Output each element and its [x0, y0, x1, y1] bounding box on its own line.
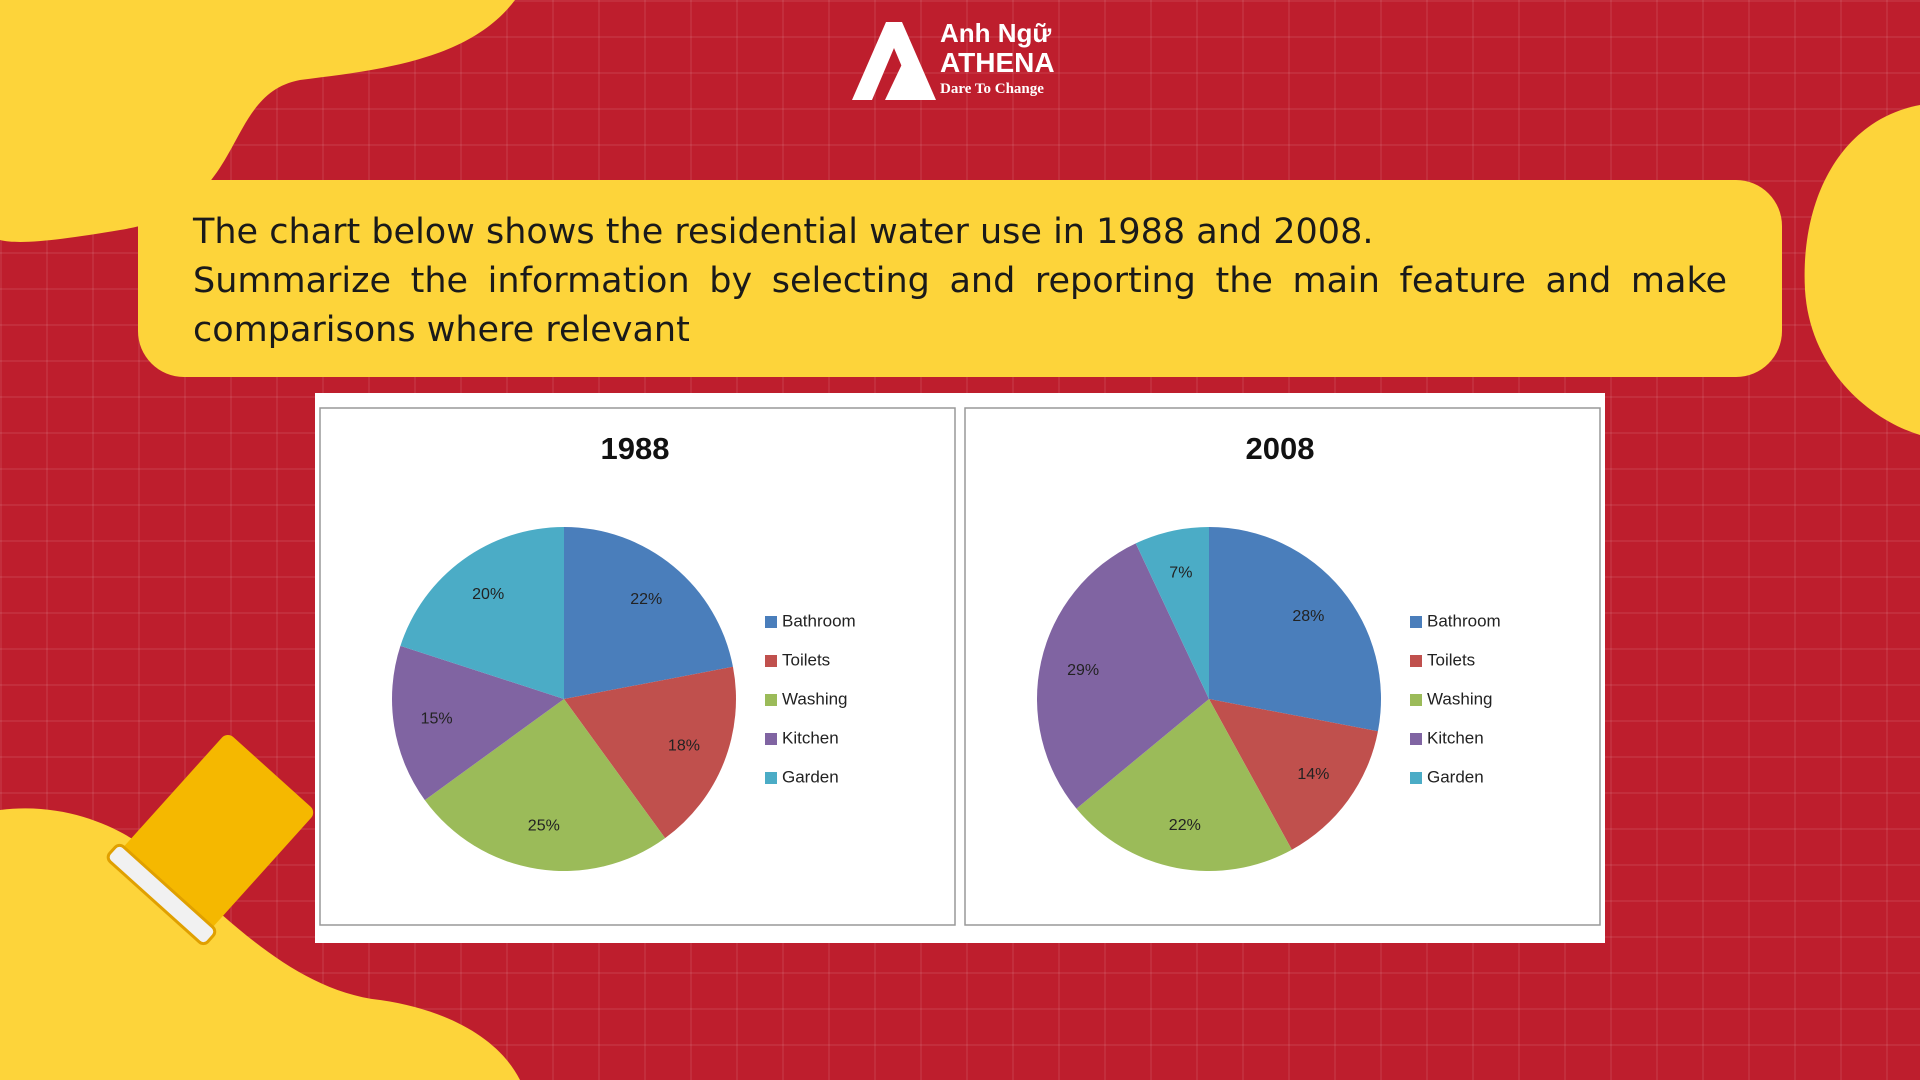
pie-slice	[1209, 527, 1381, 732]
value-label: 15%	[421, 710, 453, 727]
prompt-line: Summarize the information by selecting a…	[193, 261, 1727, 350]
legend-swatch	[765, 655, 777, 667]
pie-slice	[392, 645, 564, 801]
pie-slice	[1037, 543, 1209, 809]
legend-label: Garden	[1427, 767, 1484, 786]
value-label: 22%	[1169, 817, 1201, 834]
pie-slice	[1209, 699, 1378, 850]
brand-tagline: Dare To Change	[940, 81, 1044, 97]
value-label: 14%	[1297, 766, 1329, 783]
book-icon	[106, 734, 314, 946]
legend-swatch	[1410, 772, 1422, 784]
pie-slice	[1076, 699, 1292, 871]
brand: Anh Ngữ ATHENA Dare To Change	[940, 18, 1055, 100]
legend-label: Bathroom	[1427, 611, 1501, 630]
brand-name: Anh Ngữ	[940, 18, 1052, 48]
pie-slice	[564, 666, 736, 839]
legend-label: Toilets	[782, 650, 830, 669]
chart-title: 1988	[601, 431, 670, 466]
legend-swatch	[1410, 733, 1422, 745]
pie-slice	[400, 527, 564, 699]
value-label: 20%	[472, 586, 504, 603]
legend-swatch	[1410, 655, 1422, 667]
value-label: 25%	[528, 818, 560, 835]
legend-label: Toilets	[1427, 650, 1475, 669]
legend-label: Washing	[782, 689, 848, 708]
legend-label: Bathroom	[782, 611, 856, 630]
prompt-line: The chart below shows the residential wa…	[193, 212, 1374, 252]
legend-swatch	[765, 616, 777, 628]
legend-swatch	[1410, 616, 1422, 628]
legend-label: Kitchen	[782, 728, 839, 747]
blob	[0, 0, 515, 242]
value-label: 7%	[1169, 564, 1192, 581]
legend-label: Kitchen	[1427, 728, 1484, 747]
value-label: 28%	[1292, 608, 1324, 625]
pie-slice	[424, 699, 666, 871]
brand-name2: ATHENA	[940, 47, 1055, 78]
logo	[852, 22, 936, 100]
pie-slice	[564, 527, 733, 699]
charts: 1988 22% 18% 25% 15% 20% Bathroom Toilets Washin…	[315, 393, 1605, 943]
legend-swatch	[765, 733, 777, 745]
legend-swatch	[1410, 694, 1422, 706]
chart-title: 2008	[1246, 431, 1315, 466]
legend-swatch	[765, 772, 777, 784]
legend-label: Washing	[1427, 689, 1493, 708]
legend-label: Garden	[782, 767, 839, 786]
value-label: 22%	[630, 591, 662, 608]
value-label: 18%	[668, 738, 700, 755]
pie-slice	[1135, 527, 1209, 699]
blob	[1804, 105, 1920, 435]
value-label: 29%	[1067, 662, 1099, 679]
prompt-box: The chart below shows the residential wa…	[138, 180, 1782, 377]
legend-swatch	[765, 694, 777, 706]
